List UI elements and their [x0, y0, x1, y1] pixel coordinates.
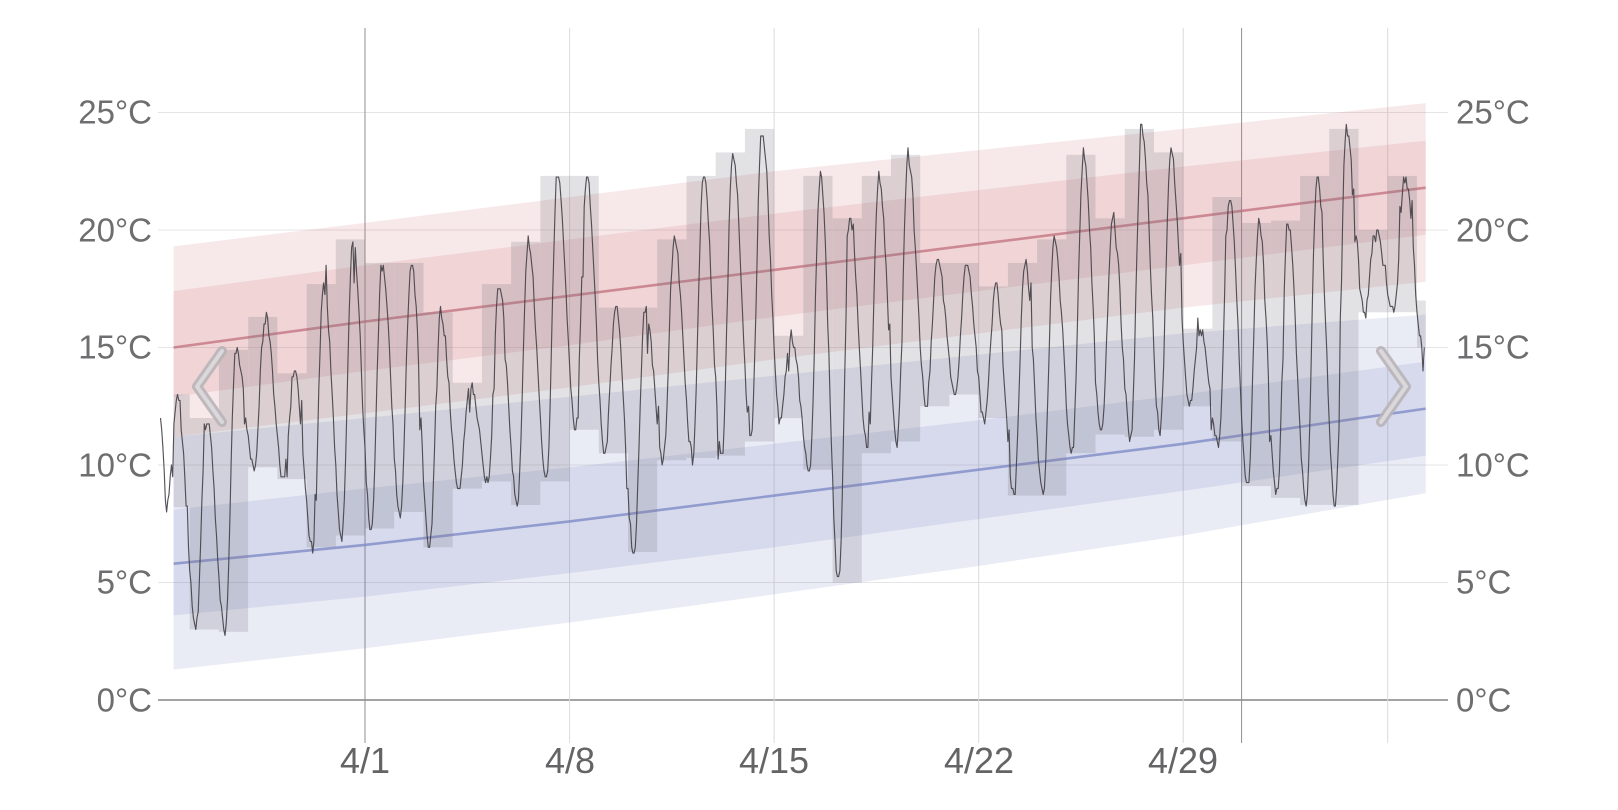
y-axis-tick-label: 0°C: [1456, 682, 1511, 719]
next-period-button[interactable]: [1376, 346, 1411, 427]
normal-high-inner-band: [173, 140, 1426, 397]
y-axis-tick-label: 25°C: [78, 94, 152, 131]
y-axis-tick-label: 0°C: [97, 682, 152, 719]
daily-range-bar: [1183, 328, 1213, 407]
x-axis-tick-label: 4/15: [739, 740, 809, 781]
prev-period-button[interactable]: [192, 346, 227, 427]
y-axis-tick-label: 15°C: [78, 329, 152, 366]
climatology-bands: [173, 103, 1426, 670]
y-axis-tick-label: 20°C: [78, 212, 152, 249]
y-axis-right: 25°C 20°C 15°C 10°C 5°C 0°C: [1456, 94, 1530, 719]
x-axis: 4/1 4/8 4/15 4/22 4/29: [340, 740, 1218, 781]
x-axis-tick-label: 4/1: [340, 740, 390, 781]
normal-high-outer-band: [173, 103, 1426, 437]
daily-range-bars: [173, 128, 1426, 632]
daily-range-bar: [1417, 300, 1426, 348]
y-axis-tick-label: 15°C: [1456, 329, 1530, 366]
y-axis-tick-label: 20°C: [1456, 212, 1530, 249]
hourly-temperature-series: [159, 123, 1425, 636]
y-axis-tick-label: 5°C: [1456, 564, 1511, 601]
normal-low-mean-line: [173, 407, 1426, 565]
x-axis-tick-label: 4/8: [545, 740, 595, 781]
y-axis-tick-label: 5°C: [97, 564, 152, 601]
daily-range-bar: [1212, 197, 1242, 442]
y-axis-tick-label: 10°C: [1456, 447, 1530, 484]
daily-range-bar: [173, 394, 190, 508]
y-axis-tick-label: 25°C: [1456, 94, 1530, 131]
y-axis-tick-label: 10°C: [78, 447, 152, 484]
normal-low-inner-band: [173, 361, 1426, 616]
x-axis-tick-label: 4/22: [944, 740, 1014, 781]
vertical-gridlines: [364, 28, 1389, 743]
chevron-right-icon: [1376, 346, 1411, 427]
daily-range-bar: [832, 218, 862, 583]
chevron-left-inner: [195, 349, 224, 424]
chevron-right-inner: [1379, 349, 1408, 424]
chevron-left-icon: [192, 346, 227, 427]
x-axis-tick-label: 4/29: [1148, 740, 1218, 781]
daily-range-bar: [189, 418, 219, 630]
normal-high-mean-line: [173, 186, 1426, 349]
hourly-temperature-line: [159, 123, 1425, 636]
y-axis-left: 25°C 20°C 15°C 10°C 5°C 0°C: [78, 94, 152, 719]
horizontal-gridlines: [158, 112, 1448, 701]
